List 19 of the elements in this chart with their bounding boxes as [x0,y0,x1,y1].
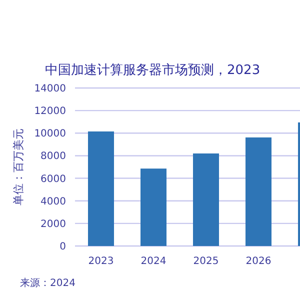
bar [140,168,166,246]
y-tick-label: 12000 [34,106,66,118]
bar [88,131,114,246]
source-note: 来源：2024 [20,277,76,289]
bar [246,137,272,246]
x-tick-label: 2026 [246,256,272,267]
y-tick-label: 2000 [40,218,66,230]
y-axis-title: 单位：百万美元 [12,128,25,206]
y-tick-label: 8000 [40,151,66,162]
y-tick-label: 10000 [34,128,66,140]
y-tick-label: 6000 [40,174,66,185]
x-tick-label: 2023 [88,256,114,267]
x-tick-label: 2024 [140,256,166,267]
y-tick-label: 14000 [34,84,66,94]
y-tick-label: 0 [60,242,66,252]
chart-title: 中国加速计算服务器市场预测，2023 [45,63,260,78]
x-tick-label: 2025 [193,256,219,267]
bar [193,153,219,246]
y-tick-label: 4000 [40,196,66,208]
